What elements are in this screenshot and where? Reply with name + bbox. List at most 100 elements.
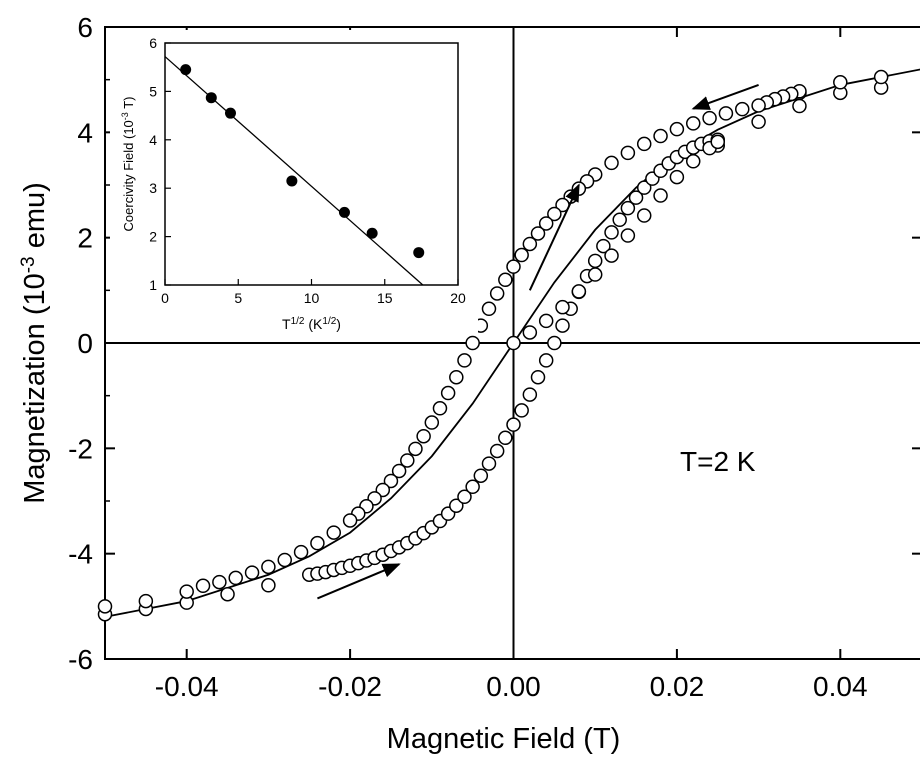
data-point bbox=[244, 565, 260, 580]
direction-arrow bbox=[528, 183, 580, 291]
y-axis-title: Magnetization (10-3 emu) bbox=[18, 182, 52, 504]
data-point bbox=[391, 463, 407, 479]
inset-data-point bbox=[413, 247, 425, 259]
data-point bbox=[522, 387, 538, 402]
data-point bbox=[498, 272, 513, 288]
y-tick-label: 6 bbox=[77, 12, 93, 43]
data-point bbox=[530, 369, 546, 385]
data-point bbox=[97, 599, 113, 614]
inset-y-tick-label: 2 bbox=[149, 229, 157, 245]
data-point bbox=[261, 559, 276, 575]
data-point bbox=[620, 200, 636, 216]
data-point bbox=[612, 212, 627, 228]
inset-y-tick-label: 5 bbox=[149, 83, 157, 99]
data-point bbox=[498, 430, 513, 446]
data-point bbox=[538, 313, 554, 329]
data-point bbox=[792, 98, 807, 114]
data-point bbox=[751, 98, 766, 113]
data-point bbox=[587, 253, 603, 269]
data-point bbox=[596, 238, 611, 254]
data-point bbox=[506, 335, 521, 351]
inset-data-point bbox=[286, 175, 298, 187]
data-point bbox=[489, 286, 505, 301]
data-point bbox=[449, 369, 464, 385]
data-point bbox=[489, 443, 505, 459]
data-point bbox=[212, 574, 227, 590]
data-point bbox=[669, 169, 685, 185]
data-point bbox=[195, 578, 211, 594]
y-tick-label: 2 bbox=[77, 223, 93, 254]
inset-x-tick-label: 15 bbox=[377, 290, 393, 306]
y-tick-label: 4 bbox=[77, 117, 93, 148]
data-point bbox=[636, 180, 652, 195]
data-point bbox=[571, 284, 587, 299]
data-point bbox=[669, 121, 685, 137]
inset-data-point bbox=[205, 92, 217, 104]
data-point bbox=[408, 441, 423, 457]
y-tick-label: -2 bbox=[68, 433, 93, 464]
data-point bbox=[440, 385, 456, 401]
data-point bbox=[685, 116, 701, 131]
data-point bbox=[481, 301, 497, 317]
data-point bbox=[538, 216, 554, 231]
data-point bbox=[514, 247, 529, 263]
data-point bbox=[873, 69, 889, 85]
data-point bbox=[465, 479, 480, 495]
data-point bbox=[465, 335, 480, 351]
data-point bbox=[400, 453, 415, 468]
data-point bbox=[547, 206, 562, 222]
data-point bbox=[620, 228, 636, 243]
data-point bbox=[547, 335, 562, 351]
inset-data-point bbox=[338, 206, 350, 218]
data-point bbox=[538, 353, 554, 368]
data-point bbox=[636, 208, 652, 223]
x-tick-label: -0.02 bbox=[318, 671, 382, 702]
inset-data-point bbox=[366, 227, 378, 239]
data-point bbox=[522, 325, 538, 340]
data-point bbox=[653, 128, 668, 144]
data-point bbox=[481, 456, 497, 471]
data-point bbox=[138, 593, 154, 609]
data-point bbox=[620, 145, 636, 161]
inset-y-tick-label: 3 bbox=[149, 180, 157, 196]
y-tick-label: 0 bbox=[77, 328, 93, 359]
direction-arrow bbox=[317, 563, 401, 600]
x-tick-label: 0.04 bbox=[813, 671, 868, 702]
data-point bbox=[424, 415, 440, 430]
data-point bbox=[457, 353, 472, 368]
data-point bbox=[416, 428, 431, 444]
x-axis-title: Magnetic Field (T) bbox=[387, 723, 621, 755]
data-point bbox=[710, 134, 725, 150]
inset-x-tick-label: 0 bbox=[161, 290, 169, 306]
x-tick-label: 0.00 bbox=[486, 671, 541, 702]
main-plot: -0.04 -0.02 0.00 0.02 0.04 -6 -4 -2 0 2 4 6 Magnetic… bbox=[18, 12, 920, 755]
inset-y-tick-label: 1 bbox=[149, 277, 157, 293]
direction-arrow bbox=[691, 83, 759, 110]
data-point bbox=[685, 154, 701, 169]
y-tick-label: -6 bbox=[68, 644, 93, 675]
data-point bbox=[310, 535, 325, 551]
data-point bbox=[228, 570, 243, 586]
data-point bbox=[514, 403, 529, 418]
x-tick-label: 0.02 bbox=[650, 671, 705, 702]
data-point bbox=[653, 188, 668, 203]
data-point bbox=[604, 248, 619, 263]
y-tick-label: -4 bbox=[68, 539, 93, 570]
inset-y-tick-label: 4 bbox=[149, 132, 157, 148]
data-point bbox=[506, 259, 521, 274]
data-point bbox=[555, 318, 570, 333]
data-point bbox=[220, 586, 235, 602]
inset-x-tick-label: 20 bbox=[450, 290, 466, 306]
data-point bbox=[833, 75, 848, 90]
data-point bbox=[751, 114, 766, 130]
inset-plot: 0 5 10 15 20 1 2 3 4 5 6 T1/2 (K1/2) Coercivity Fiel… bbox=[110, 30, 478, 334]
data-point bbox=[587, 267, 603, 282]
inset-data-point bbox=[224, 107, 236, 119]
data-point bbox=[261, 578, 276, 593]
data-point bbox=[735, 101, 750, 117]
data-point bbox=[383, 473, 399, 489]
inset-x-tick-label: 5 bbox=[234, 290, 242, 306]
data-point bbox=[604, 225, 619, 240]
data-point bbox=[326, 525, 342, 540]
data-point bbox=[555, 299, 570, 315]
